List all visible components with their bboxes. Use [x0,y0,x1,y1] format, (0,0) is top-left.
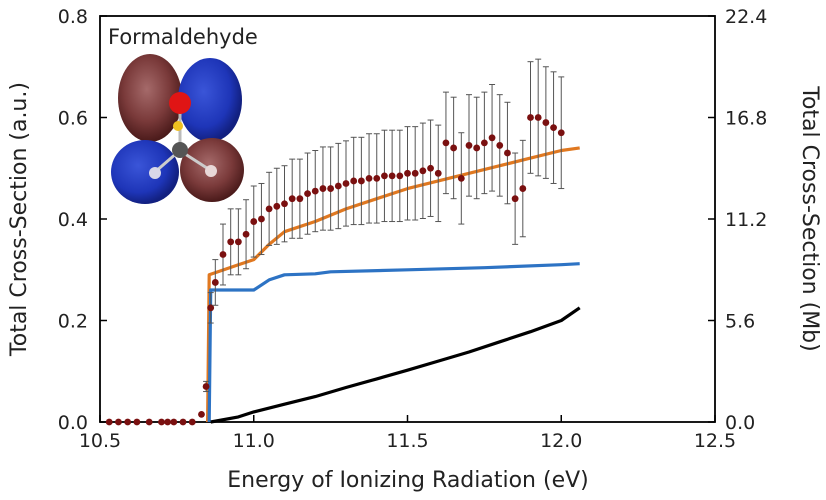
data-point [250,218,258,225]
data-point [242,230,250,238]
data-point [258,215,265,223]
y-tick-label-left: 0.4 [58,209,88,231]
data-point [219,251,227,258]
x-tick-label: 12.0 [540,430,582,452]
data-point [473,144,481,152]
data-point [388,172,396,180]
series-line-blue [207,262,580,423]
data-point [288,195,296,203]
x-tick-label: 10.5 [79,430,121,452]
x-tick-label: 11.0 [233,430,275,452]
data-point [342,180,350,187]
data-point [334,182,342,190]
data-point [357,177,365,185]
x-tick-label: 11.5 [386,430,428,452]
data-point [419,167,427,175]
data-point [404,169,411,177]
y-axis-title-left: Total Cross-Section (a.u.) [7,82,32,357]
data-point [158,418,165,426]
data-point [227,238,235,246]
data-point [465,142,473,149]
data-point [534,114,542,121]
data-point [296,195,304,203]
data-point [133,418,141,426]
data-point [550,124,557,132]
data-point [319,185,327,192]
data-point [519,185,527,192]
data-point [124,418,132,426]
y-tick-label-right: 16.8 [725,108,767,130]
series-line-black [210,306,581,424]
data-point [450,144,458,152]
data-point [202,383,210,390]
y-tick-label-left: 0.8 [58,6,88,28]
data-point [504,149,511,157]
data-point [373,175,381,182]
data-point [411,169,419,177]
y-tick-label-right: 11.2 [725,209,767,231]
data-point [188,418,196,426]
data-point [234,238,242,246]
data-point [105,418,113,426]
y-tick-label-left: 0.6 [58,108,88,130]
data-point [273,202,281,210]
molecule-orbital-image [111,54,244,204]
data-point [350,177,358,185]
data-point [198,410,205,418]
data-point [207,304,215,312]
data-point [170,418,178,426]
data-point [480,139,488,147]
inset-label: Formaldehyde [108,25,258,49]
data-point [457,175,465,182]
y-tick-label-right: 5.6 [725,311,755,333]
y-tick-label-left: 0.2 [58,311,88,333]
x-tick-label: 12.5 [694,430,736,452]
data-point [164,418,172,426]
data-point [434,169,442,177]
data-point [427,164,434,172]
data-point [542,119,550,126]
data-point [511,195,519,203]
data-point [442,139,450,147]
data-point [311,187,319,195]
y-tick-label-right: 0.0 [725,412,755,434]
data-point [211,279,219,286]
data-point [265,205,273,213]
data-point [365,175,373,182]
y-axis-title-right: Total Cross-Section (Mb) [797,85,822,351]
data-point [145,418,153,426]
data-point [304,190,311,198]
data-point [527,114,534,121]
data-point [381,172,388,180]
data-point [179,418,187,426]
data-point [488,134,496,142]
data-point [281,200,288,208]
y-tick-label-right: 22.4 [725,6,767,28]
data-point [396,172,404,180]
data-point [496,142,504,149]
x-axis-title: Energy of Ionizing Radiation (eV) [227,468,589,493]
data-point [557,129,565,137]
data-point [327,185,335,192]
data-point [115,418,122,426]
y-tick-label-left: 0.0 [58,412,88,434]
